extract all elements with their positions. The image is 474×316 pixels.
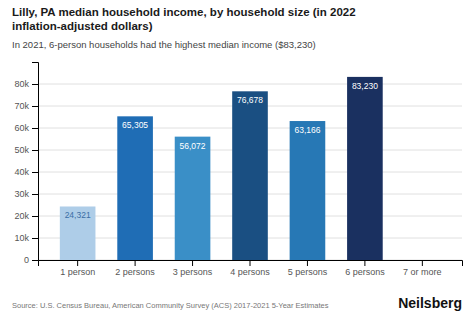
grid-line (38, 84, 462, 85)
y-tick-label: 70k (14, 101, 29, 111)
y-tick-mark (32, 260, 38, 261)
title: Lilly, PA median household income, by ho… (12, 6, 356, 32)
data-label: 63,166 (294, 125, 320, 135)
data-labels: 24,321 65,305 56,072 76,678 63,166 83,230 (65, 81, 379, 221)
x-tick-label: 1 person (60, 267, 95, 277)
grid (38, 84, 462, 260)
x-tick: 7 or more (403, 260, 442, 277)
y-tick: 40k (14, 167, 38, 177)
x-tick-mark (135, 260, 136, 266)
x-tick: 6 persons (345, 260, 385, 277)
y-axis: 0 10k 20k 30k 40k 50k 60k 70k 80k (14, 63, 38, 266)
y-tick-label: 60k (14, 123, 29, 133)
x-axis-line (39, 261, 463, 267)
y-tick: 20k (14, 211, 38, 221)
bar (405, 260, 441, 261)
y-tick-label: 80k (14, 79, 29, 89)
y-tick-mark (32, 106, 38, 107)
data-label: 76,678 (237, 95, 263, 105)
bar (232, 91, 268, 260)
source: Source: U.S. Census Bureau, American Com… (12, 301, 329, 310)
bar (347, 77, 383, 260)
x-tick-label: 2 persons (115, 267, 155, 277)
x-tick-mark (422, 260, 423, 266)
y-tick: 80k (14, 79, 38, 89)
y-tick: 70k (14, 101, 38, 111)
x-tick-mark (307, 260, 308, 266)
subtitle: In 2021, 6-person households had the hig… (12, 39, 316, 50)
y-tick-mark (32, 194, 38, 195)
x-tick-mark (77, 260, 78, 266)
y-tick-mark (32, 172, 38, 173)
data-label: 24,321 (65, 210, 91, 220)
title-line: inflation-adjusted dollars) (12, 20, 153, 32)
y-tick-mark (32, 238, 38, 239)
data-label: 83,230 (352, 81, 378, 91)
x-tick: 4 persons (230, 260, 270, 277)
x-tick: 3 persons (173, 260, 213, 277)
y-tick-label: 30k (14, 189, 29, 199)
x-tick-label: 6 persons (345, 267, 385, 277)
bar (117, 116, 153, 260)
x-tick-mark (250, 260, 251, 266)
y-tick: 60k (14, 123, 38, 133)
y-tick-label: 10k (14, 233, 29, 243)
data-label: 65,305 (122, 120, 148, 130)
branding: Neilsberg (398, 295, 462, 311)
x-tick: 5 persons (288, 260, 328, 277)
y-tick-label: 50k (14, 145, 29, 155)
y-axis-line (32, 63, 39, 261)
y-tick-label: 0 (24, 255, 29, 265)
x-tick-label: 4 persons (230, 267, 270, 277)
bar (175, 137, 211, 260)
y-tick-mark (32, 150, 38, 151)
y-tick-mark (32, 84, 38, 85)
x-tick-mark (192, 260, 193, 266)
x-tick-label: 5 persons (288, 267, 328, 277)
y-tick: 50k (14, 145, 38, 155)
y-tick: 30k (14, 189, 38, 199)
chart: Lilly, PA median household income, by ho… (0, 0, 474, 316)
y-tick-mark (32, 128, 38, 129)
y-tick-label: 40k (14, 167, 29, 177)
bar (60, 206, 96, 260)
x-tick-mark (364, 260, 365, 266)
y-tick: 10k (14, 233, 38, 243)
y-tick-mark (32, 216, 38, 217)
x-tick: 1 person (60, 260, 95, 277)
y-tick-label: 20k (14, 211, 29, 221)
data-label: 56,072 (180, 141, 206, 151)
bar (290, 121, 326, 260)
x-axis: 1 person 2 persons 3 persons 4 persons 5 per… (39, 260, 463, 277)
y-tick: 0 (24, 255, 38, 265)
bars (60, 77, 383, 260)
title-line: Lilly, PA median household income, by ho… (12, 6, 356, 18)
x-tick-label: 3 persons (173, 267, 213, 277)
x-tick-label: 7 or more (403, 267, 442, 277)
x-tick: 2 persons (115, 260, 155, 277)
